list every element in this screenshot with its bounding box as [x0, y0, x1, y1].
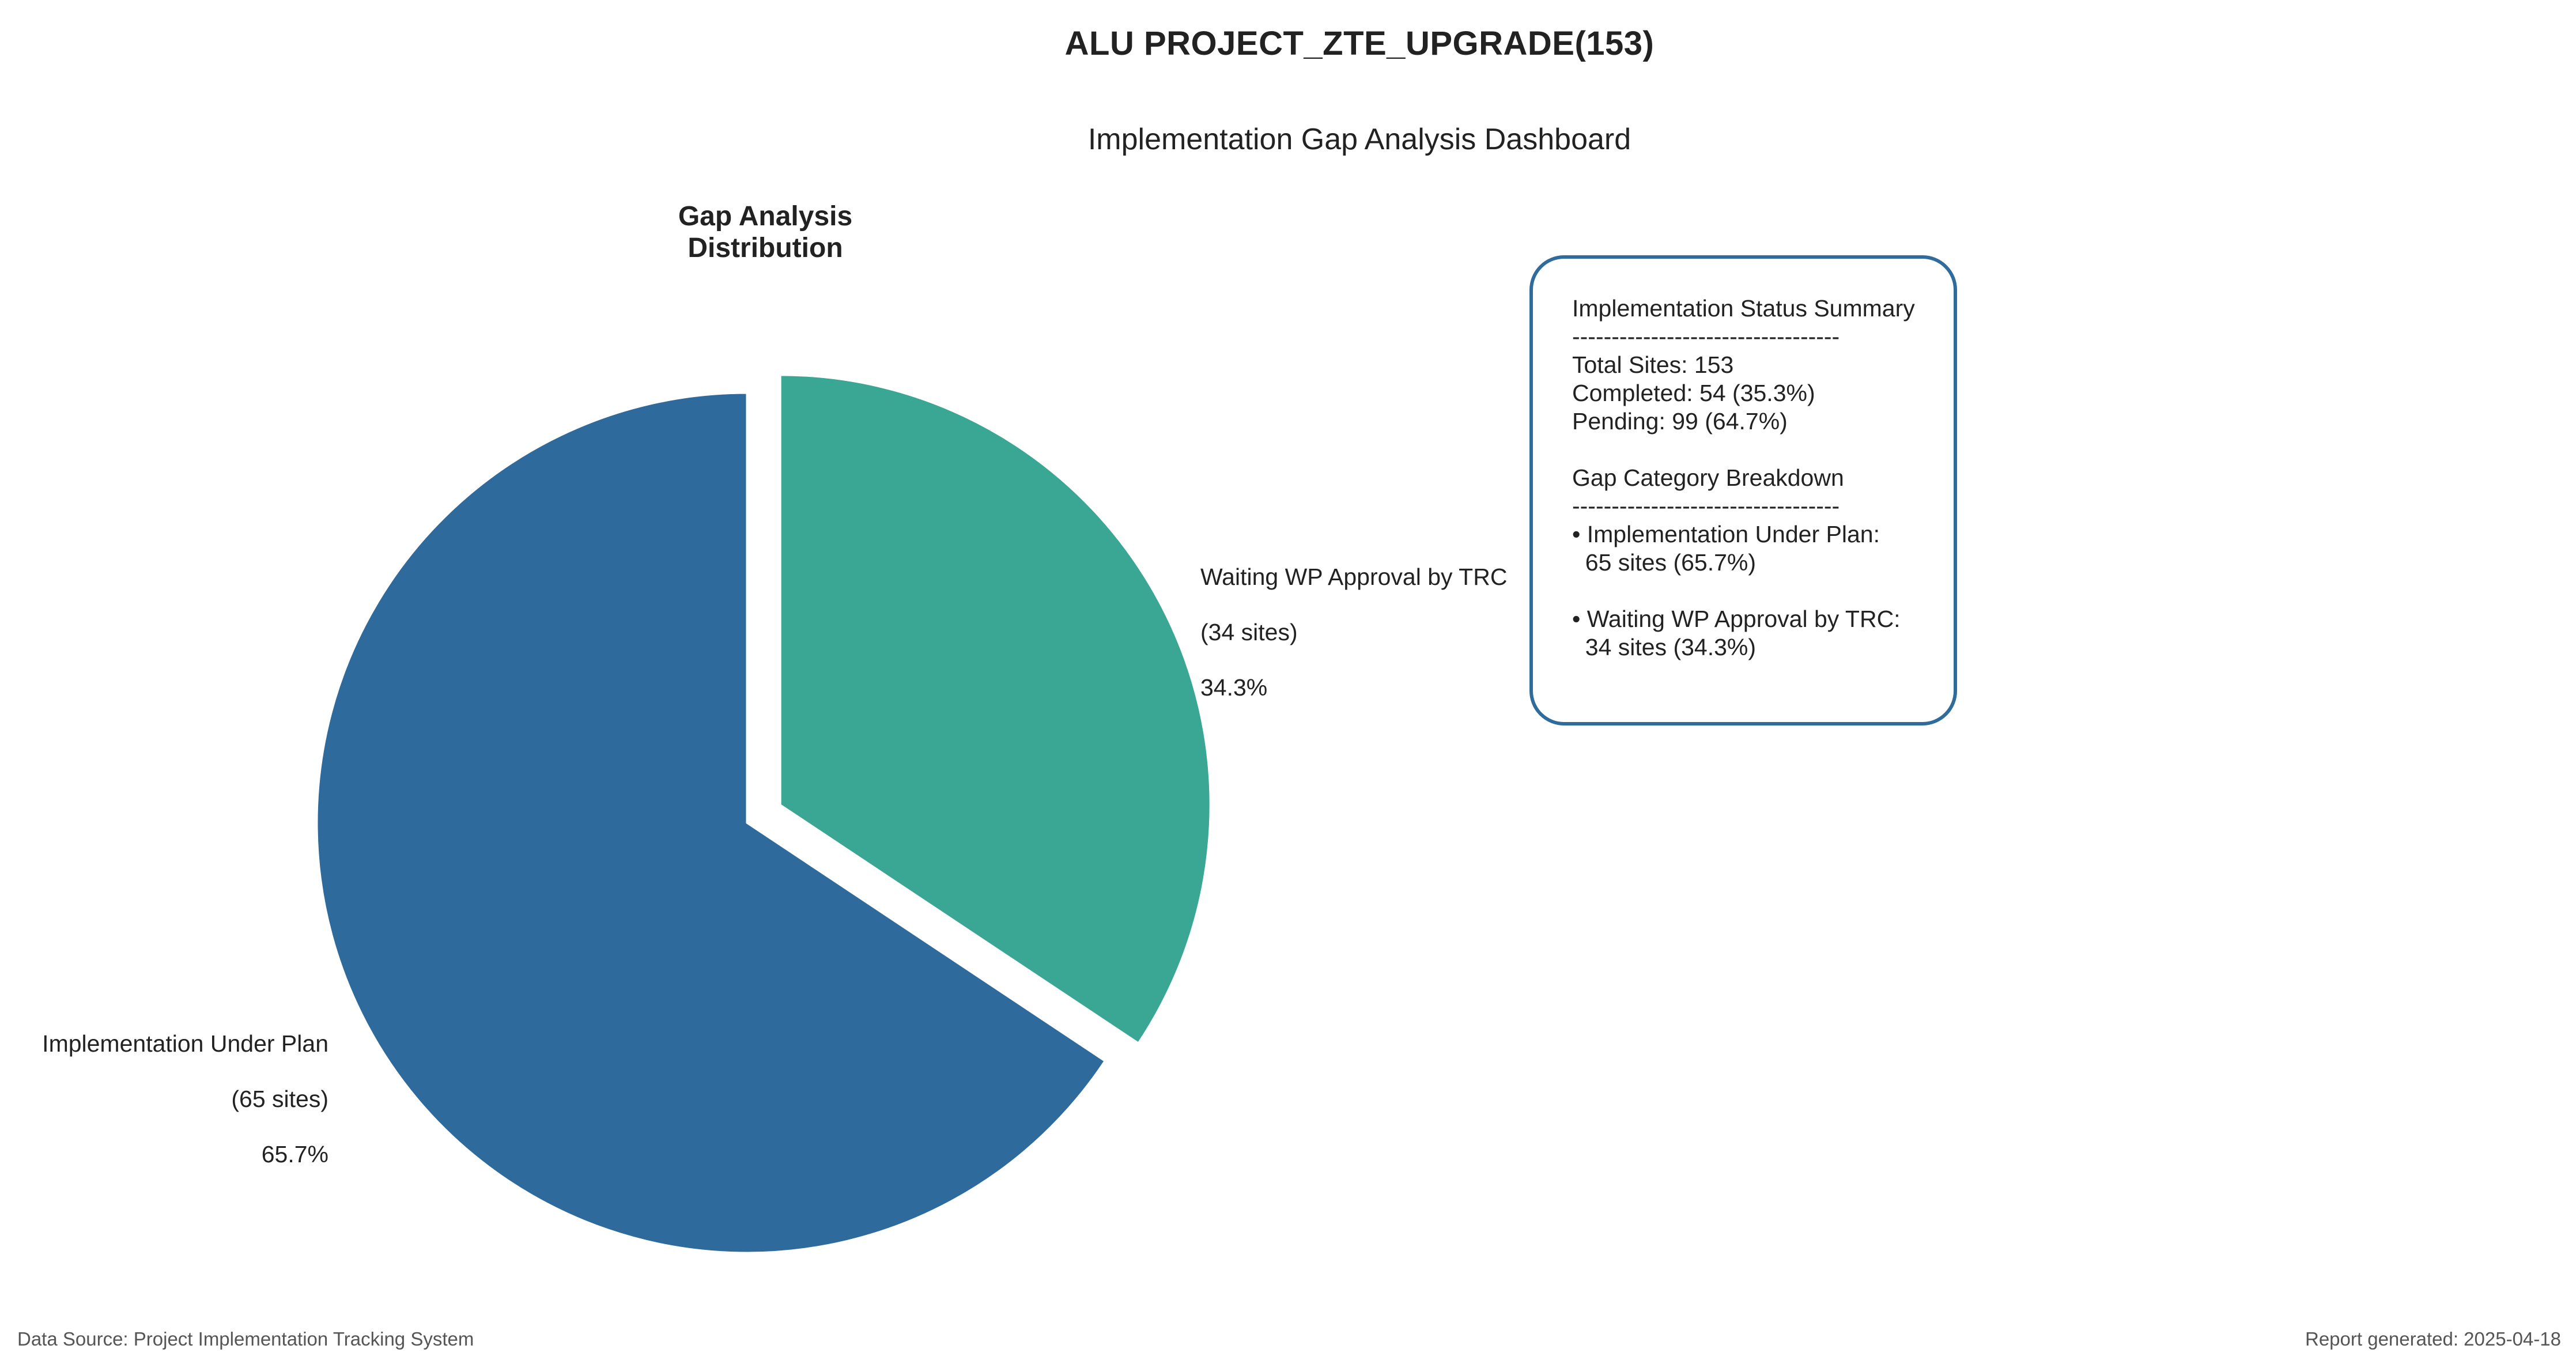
- page-subtitle: Implementation Gap Analysis Dashboard: [1087, 123, 1631, 156]
- summary-title: Implementation Status Summary: [1572, 295, 1915, 322]
- breakdown-item-under-plan-detail: 65 sites (65.7%): [1572, 549, 1757, 576]
- pie-label-sites: (65 sites): [231, 1086, 328, 1112]
- pie-label-waiting-approval: Waiting WP Approval by TRC (34 sites) 34…: [1200, 535, 1507, 729]
- pie-label-percent: 34.3%: [1200, 674, 1268, 701]
- status-summary-box: Implementation Status Summary ----------…: [1529, 255, 1957, 725]
- pie-slice-waiting-wp-approval-by-trc: [779, 374, 1211, 1045]
- data-source-note: Data Source: Project Implementation Trac…: [17, 1328, 474, 1350]
- pie-label-name: Waiting WP Approval by TRC: [1200, 564, 1508, 590]
- pie-label-under-plan: Implementation Under Plan (65 sites) 65.…: [23, 1002, 328, 1196]
- breakdown-item-waiting: • Waiting WP Approval by TRC:: [1572, 606, 1901, 632]
- summary-total-sites: Total Sites: 153: [1572, 352, 1734, 378]
- breakdown-title: Gap Category Breakdown: [1572, 464, 1844, 491]
- summary-divider: ----------------------------------: [1572, 323, 1840, 350]
- breakdown-item-under-plan: • Implementation Under Plan:: [1572, 521, 1880, 547]
- pie-label-percent: 65.7%: [261, 1141, 328, 1167]
- summary-pending: Pending: 99 (64.7%): [1572, 408, 1788, 434]
- chart-title: Gap Analysis Distribution: [678, 201, 853, 263]
- page-title: ALU PROJECT_ZTE_UPGRADE(153): [1064, 25, 1655, 62]
- pie-slice-implementation-under-plan: [316, 392, 1106, 1254]
- summary-completed: Completed: 54 (35.3%): [1572, 380, 1815, 406]
- breakdown-divider: ----------------------------------: [1572, 493, 1840, 519]
- summary-spacer: [1572, 436, 1954, 464]
- pie-label-name: Implementation Under Plan: [42, 1030, 328, 1057]
- breakdown-item-waiting-detail: 34 sites (34.3%): [1572, 634, 1757, 660]
- summary-spacer: [1572, 577, 1954, 605]
- pie-label-sites: (34 sites): [1200, 619, 1298, 645]
- report-generated-date: Report generated: 2025-04-18: [2305, 1328, 2561, 1350]
